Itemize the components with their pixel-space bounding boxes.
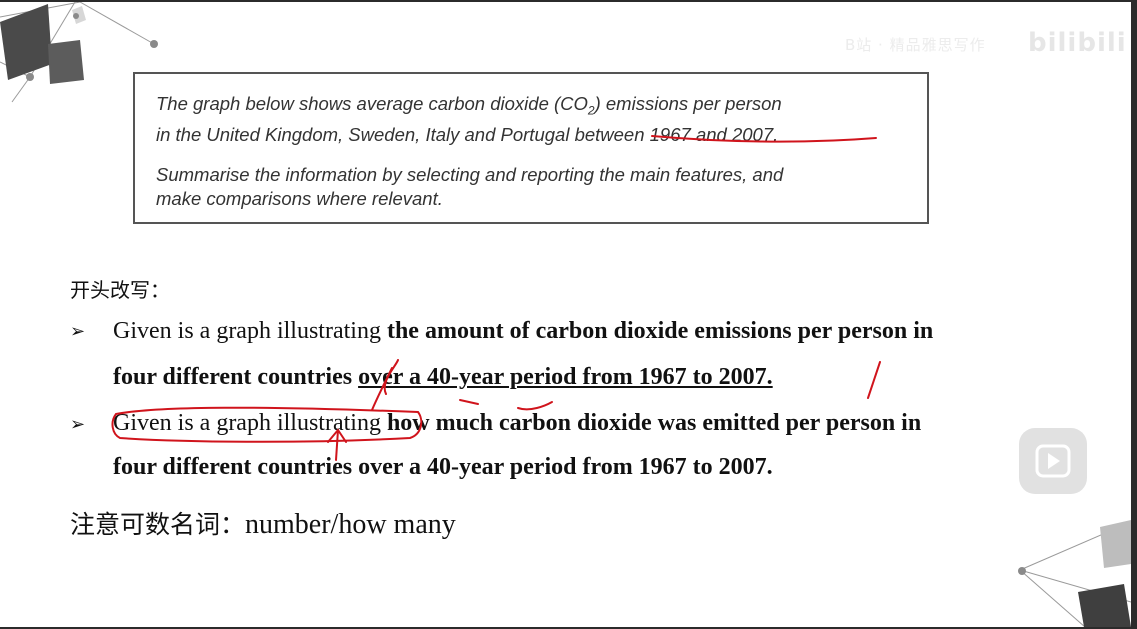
bullet-2-bold: how much carbon dioxide was emitted per …: [380, 410, 922, 436]
bullet-arrow-icon: ➢: [70, 321, 86, 342]
instruction-line1: Summarise the information by selecting a…: [156, 164, 784, 185]
play-icon: [1035, 444, 1071, 478]
bullet-2-bold-2: four different countries over a 40-year …: [113, 454, 773, 480]
watermark-text: B站 · 精品雅思写作: [845, 36, 986, 54]
bilibili-logo: bilibili: [1028, 28, 1127, 58]
note-text: number/how many: [245, 509, 456, 540]
bullet-2-line-1: Given is a graph illustrating how much c…: [113, 410, 921, 437]
bullet-1-line-1: Given is a graph illustrating the amount…: [113, 318, 933, 345]
bullet-1-plain: Given is a graph illustrating: [113, 318, 387, 344]
prompt-line2a: in the United Kingdom, Sweden, Italy and…: [156, 123, 575, 145]
underline-dash: [459, 399, 479, 405]
bullet-1-bold-2: four different countries: [113, 364, 359, 390]
section-heading: 开头改写：: [70, 278, 170, 302]
task-prompt-box: The graph below shows average carbon dio…: [133, 72, 929, 224]
task-instruction-text: Summarise the information by selecting a…: [156, 163, 916, 211]
bullet-1-line-2: four different countries over a 40-year …: [113, 364, 773, 391]
prompt-line2c: .: [773, 123, 779, 145]
video-play-button[interactable]: [1019, 428, 1087, 494]
bullet-1-bold: the amount of carbon dioxide emissions p…: [386, 318, 934, 344]
bullet-1-underlined: over a 40-year period from 1967 to 2007.: [358, 364, 773, 390]
prompt-line1: The graph below shows average carbon dio…: [156, 93, 588, 114]
bullet-arrow-icon: ➢: [70, 414, 86, 435]
slash-mark: [867, 361, 881, 399]
co2-subscript: 2: [587, 103, 595, 118]
task-prompt-text: The graph below shows average carbon dio…: [156, 92, 916, 147]
bullet-2-line-2: four different countries over a 40-year …: [113, 454, 773, 481]
countable-noun-note: 注意可数名词：number/how many: [70, 505, 456, 541]
prompt-date-range: between 1967 and 2007: [574, 123, 774, 145]
note-label: 注意可数名词：: [70, 510, 246, 539]
instruction-line2: make comparisons where relevant.: [156, 188, 443, 209]
bilibili-watermark: B站 · 精品雅思写作 bilibili: [845, 28, 1126, 68]
prompt-line1b: ) emissions per person: [594, 93, 782, 114]
bullet-2-plain: Given is a graph illustrating: [113, 410, 381, 436]
underline-dash: [517, 401, 553, 411]
